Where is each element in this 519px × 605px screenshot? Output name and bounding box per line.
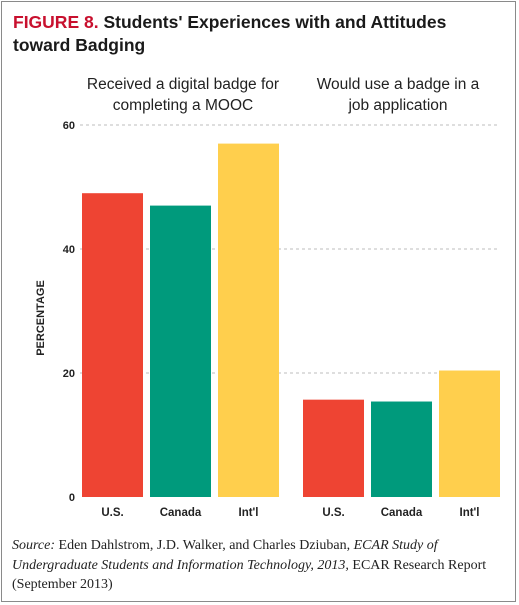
y-tick-label-60: 60 bbox=[63, 120, 75, 132]
y-axis-label: PERCENTAGE bbox=[35, 280, 47, 356]
source-publication: ECAR Study of Undergraduate Students and… bbox=[12, 538, 438, 573]
bar-job-canada bbox=[371, 401, 432, 497]
figure-number: FIGURE 8. bbox=[13, 12, 99, 32]
category-label-job-canada: Canada bbox=[381, 507, 423, 519]
bar-job-int-l bbox=[439, 370, 500, 497]
figure-title-text: Students' Experiences with and Attitudes… bbox=[13, 12, 447, 55]
group-label-job: Would use a badge in a job application bbox=[316, 76, 480, 114]
y-tick-label-20: 20 bbox=[63, 368, 75, 380]
figure-title: FIGURE 8. Students' Experiences with and… bbox=[13, 11, 503, 57]
y-tick-label-40: 40 bbox=[63, 244, 75, 256]
category-label-job-u-s: U.S. bbox=[322, 507, 344, 519]
bar-mooc-int-l bbox=[218, 143, 279, 497]
source-citation: Source: Eden Dahlstrom, J.D. Walker, and… bbox=[12, 536, 504, 595]
category-label-mooc-canada: Canada bbox=[160, 507, 202, 519]
tick-layer: 0 20 40 60 bbox=[63, 120, 75, 504]
source-authors: Eden Dahlstrom, J.D. Walker, and Charles… bbox=[58, 538, 351, 553]
category-label-job-int-l: Int'l bbox=[460, 507, 480, 519]
bar-layer bbox=[82, 143, 500, 497]
source-rest: ECAR Research Report (September 2013) bbox=[12, 557, 487, 593]
bar-job-u-s bbox=[303, 399, 364, 497]
grid-layer bbox=[80, 124, 500, 374]
category-label-mooc-u-s: U.S. bbox=[101, 507, 123, 519]
category-label-layer: U.S. Canada Int'l U.S. Canada Int'l bbox=[101, 507, 479, 519]
source-label: Source: bbox=[12, 538, 56, 553]
group-label-mooc: Received a digital badge for completing … bbox=[86, 76, 280, 114]
category-label-mooc-int-l: Int'l bbox=[239, 507, 259, 519]
y-tick-label-0: 0 bbox=[69, 492, 75, 504]
bar-mooc-u-s bbox=[82, 193, 143, 497]
bar-mooc-canada bbox=[150, 205, 211, 497]
